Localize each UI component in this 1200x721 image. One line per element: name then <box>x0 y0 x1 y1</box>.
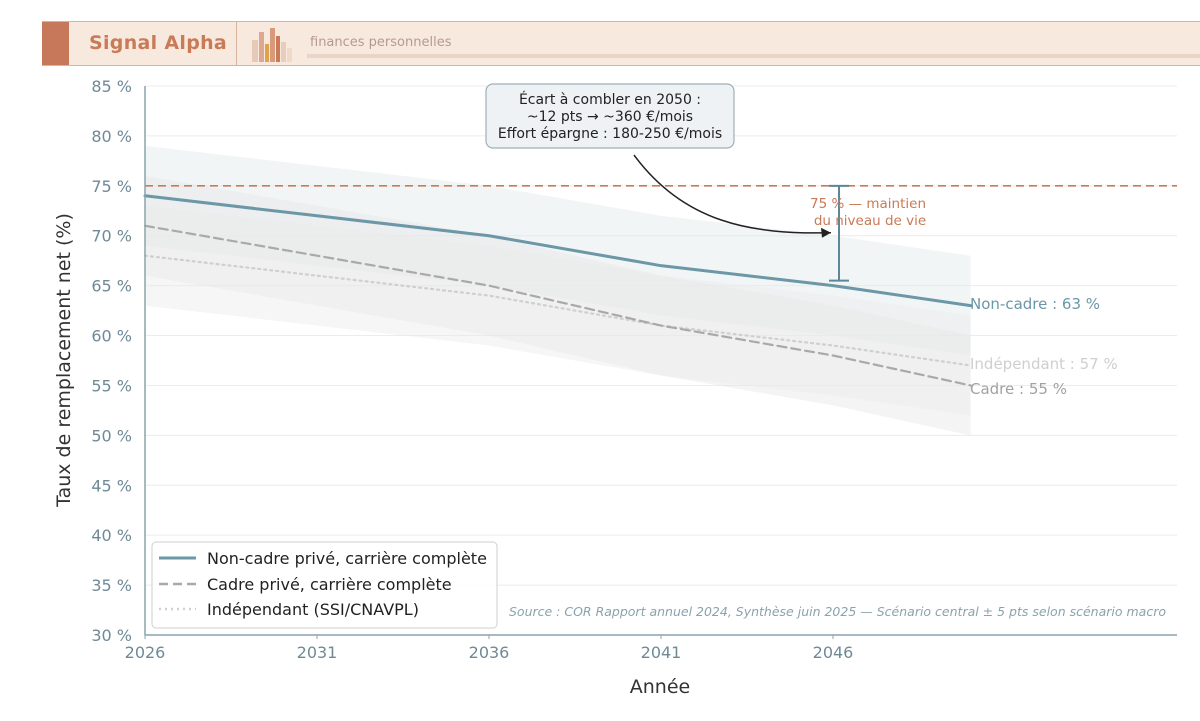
x-axis-title: Année <box>630 676 690 698</box>
annotation-line-3: Effort épargne : 180-250 €/mois <box>498 126 722 142</box>
legend: Non-cadre privé, carrière complète Cadre… <box>151 541 498 629</box>
y-tick-label: 70 % <box>91 227 132 246</box>
y-tick-label: 60 % <box>91 327 132 346</box>
band-2 <box>145 205 971 416</box>
annotation-box-bg <box>485 83 735 149</box>
y-tick-label: 75 % <box>91 177 132 196</box>
header-tagline: finances personnelles <box>310 35 452 50</box>
legend-label-noncadre: Non-cadre privé, carrière complète <box>207 549 487 568</box>
header-separator <box>236 22 237 65</box>
end-label-cadre: Cadre : 55 % <box>970 380 1067 398</box>
series-line-0 <box>143 194 973 308</box>
annotation-layer <box>633 154 849 282</box>
reference-label-line-2: du niveau de vie <box>814 213 926 229</box>
series-line-1 <box>143 224 972 387</box>
x-tick-label: 2036 <box>469 643 510 662</box>
band-1 <box>145 175 971 436</box>
y-tick-label: 65 % <box>91 277 132 296</box>
reference-label-line-1: 75 % — maintien <box>810 196 926 212</box>
end-label-noncadre: Non-cadre : 63 % <box>970 295 1100 313</box>
x-tick-label: 2031 <box>297 643 338 662</box>
band-0 <box>145 145 971 356</box>
y-tick-label: 35 % <box>91 576 132 595</box>
brand-name: Signal Alpha <box>89 32 228 54</box>
confidence-bands <box>145 145 971 436</box>
y-axis-title: Taux de remplacement net (%) <box>53 213 75 508</box>
series-line-2 <box>143 254 972 367</box>
header-underline <box>307 54 1200 58</box>
legend-label-cadre: Cadre privé, carrière complète <box>207 575 452 594</box>
city-bars-icon <box>252 28 292 62</box>
x-tick-label: 2041 <box>641 643 682 662</box>
y-tick-label: 80 % <box>91 127 132 146</box>
axis-layer: 30 % 35 % 40 % 45 % 50 % 55 % 60 % 65 % 70 % 75 %… <box>91 77 1177 662</box>
annotation-arrow <box>633 154 832 234</box>
annotation-line-2: ~12 pts → ~360 €/mois <box>527 109 693 125</box>
y-tick-label: 55 % <box>91 376 132 395</box>
y-tick-label: 50 % <box>91 426 132 445</box>
annotation-arrowhead <box>821 227 831 238</box>
legend-box <box>151 541 498 629</box>
series-layer <box>143 194 973 387</box>
source-note: Source : COR Rapport annuel 2024, Synthè… <box>509 604 1166 619</box>
y-tick-label: 40 % <box>91 526 132 545</box>
annotation-box: Écart à combler en 2050 : ~12 pts → ~360… <box>485 83 735 149</box>
end-label-independant: Indépendant : 57 % <box>970 355 1118 373</box>
x-tick-label: 2046 <box>813 643 854 662</box>
header-bar: Signal Alpha finances personnelles <box>42 21 1200 66</box>
header-accent-block <box>42 22 69 65</box>
y-tick-label: 30 % <box>91 626 132 645</box>
annotation-line-1: Écart à combler en 2050 : <box>519 91 701 108</box>
x-tick-label: 2026 <box>125 643 166 662</box>
y-tick-label: 45 % <box>91 476 132 495</box>
legend-label-independant: Indépendant (SSI/CNAVPL) <box>207 600 419 619</box>
y-tick-label: 85 % <box>91 77 132 96</box>
